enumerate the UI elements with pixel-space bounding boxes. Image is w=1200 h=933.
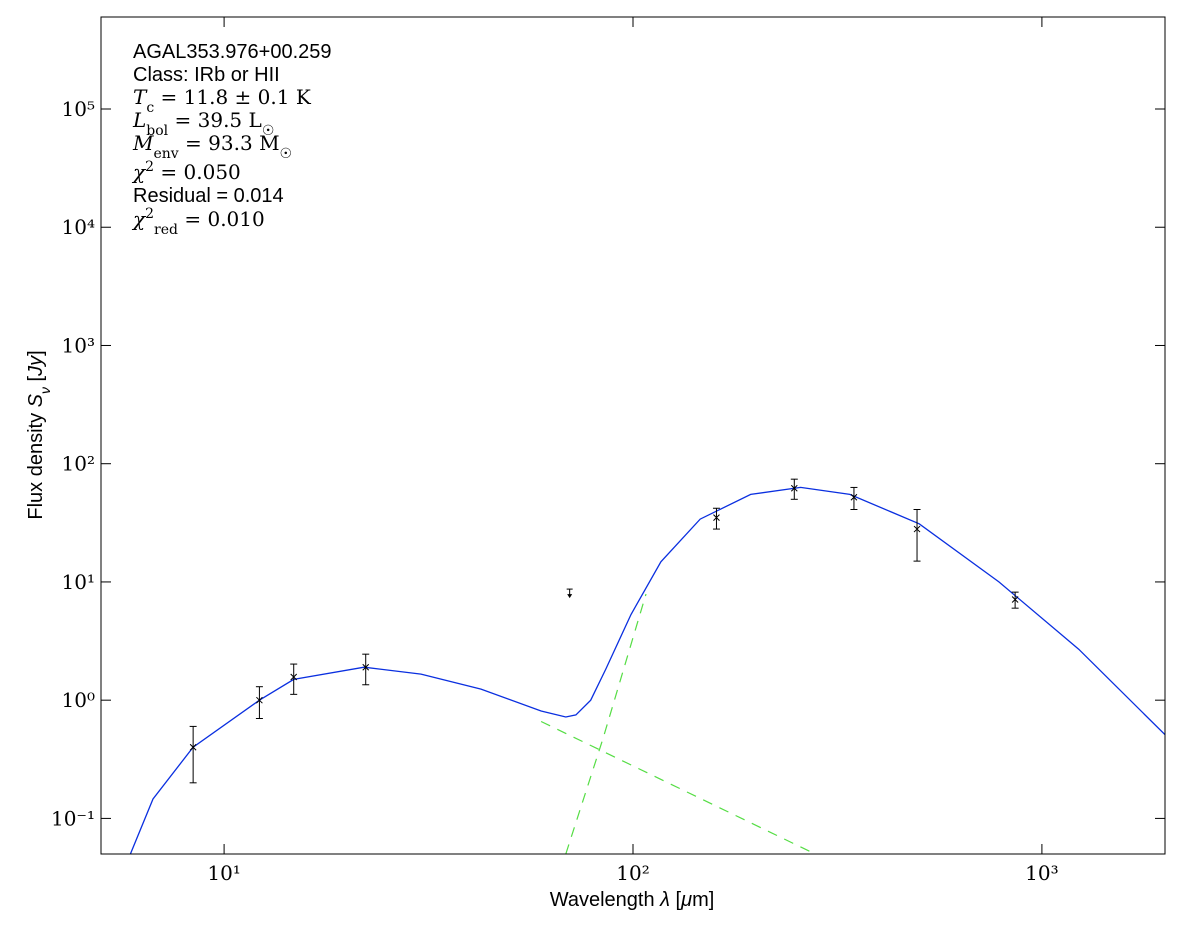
data-point (790, 484, 798, 492)
text-part: = 0.050 (154, 160, 241, 184)
text-part: Class: IRb or HII (133, 64, 280, 86)
text-part: Flux density (25, 407, 47, 519)
y-tick-label: 10⁴ (62, 215, 95, 239)
annotation: χ2red = 0.010 (131, 206, 265, 238)
text-part: M (132, 131, 154, 155)
x-axis-label: Wavelength λ [μm] (550, 889, 715, 911)
annotation: χ2 = 0.050 (131, 159, 241, 184)
text-part: χ (131, 160, 147, 184)
data-point (256, 696, 263, 704)
y-tick-label: 10² (62, 452, 95, 476)
upper-limit-arrow (567, 594, 573, 599)
data-point (189, 743, 197, 751)
annotation: Class: IRb or HII (133, 64, 280, 86)
data-point (362, 663, 370, 671)
y-tick-label: 10⁰ (62, 688, 95, 712)
text-part: [ (670, 889, 682, 911)
annotation: Menv = 93.3 M☉ (132, 131, 292, 162)
y-tick-label: 10¹ (62, 570, 95, 594)
text-part: μ (680, 889, 692, 911)
y-tick-label: 10⁵ (62, 97, 95, 121)
x-tick-label: 10³ (1025, 861, 1058, 885)
text-part: ☉ (262, 123, 275, 139)
data-point (1011, 596, 1019, 603)
text-part: = 11.8 ± 0.1 K (154, 85, 312, 109)
text-part: Jy (25, 355, 47, 377)
text-part: red (154, 222, 178, 238)
text-part: 2 (145, 206, 154, 222)
text-part: Wavelength (550, 889, 660, 911)
y-tick-label: 10³ (62, 333, 95, 357)
text-part: c (146, 100, 154, 116)
x-tick-label: 10¹ (207, 861, 240, 885)
text-part: 2 (145, 159, 154, 175)
model-line (565, 593, 647, 854)
text-part: = 93.3 M (179, 131, 280, 155)
text-part: χ (131, 207, 147, 231)
text-part: env (153, 146, 178, 162)
text-part: AGAL353.976+00.259 (133, 41, 332, 63)
text-part: bol (146, 123, 168, 139)
plot-area (129, 486, 1165, 854)
y-axis-label: Flux density Sν [Jy] (25, 350, 53, 519)
text-part: S (25, 393, 47, 407)
model-line (129, 486, 1165, 854)
data-point (713, 514, 720, 521)
annotation: AGAL353.976+00.259 (133, 41, 332, 63)
text-part: = 39.5 L (168, 108, 262, 132)
annotation: Lbol = 39.5 L☉ (132, 108, 274, 139)
model-line (540, 720, 816, 854)
text-part: ] (25, 350, 47, 356)
text-part: = 0.010 (178, 207, 265, 231)
text-part: [ (25, 375, 47, 387)
annotation: Residual = 0.014 (133, 185, 284, 207)
text-part: T (133, 85, 148, 109)
data-point (290, 673, 298, 681)
text-part: ☉ (280, 146, 293, 162)
annotation: Tc = 11.8 ± 0.1 K (133, 85, 312, 116)
data-point (850, 493, 858, 501)
text-part: m] (692, 889, 714, 911)
x-tick-label: 10² (616, 861, 649, 885)
text-part: L (132, 108, 146, 132)
data-point (913, 525, 921, 533)
text-part: Residual = 0.014 (133, 185, 284, 207)
text-part: λ (659, 889, 670, 911)
y-tick-label: 10⁻¹ (51, 806, 95, 830)
text-part: ν (37, 387, 53, 394)
